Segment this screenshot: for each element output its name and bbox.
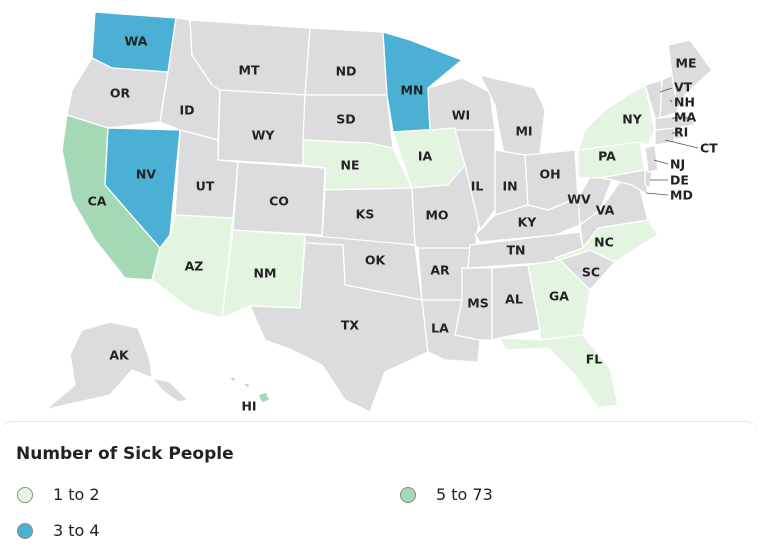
label-CT: CT: [700, 141, 718, 156]
state-NJ[interactable]: [644, 144, 659, 173]
label-MN: MN: [401, 83, 424, 98]
label-SD: SD: [336, 112, 355, 127]
label-IA: IA: [418, 149, 433, 164]
label-NC: NC: [594, 235, 614, 250]
state-DE[interactable]: [644, 169, 653, 189]
label-ME: ME: [676, 56, 697, 71]
label-VA: VA: [596, 203, 615, 218]
label-DE: DE: [670, 173, 689, 188]
leader-VT: [659, 87, 673, 93]
label-CO: CO: [269, 194, 289, 209]
legend-label: 5 to 73: [436, 485, 493, 504]
label-OR: OR: [110, 86, 131, 101]
state-MD[interactable]: [599, 169, 649, 196]
legend-item-5-to-73: 5 to 73: [400, 485, 493, 504]
label-CA: CA: [88, 194, 107, 209]
label-GA: GA: [549, 289, 569, 304]
label-OH: OH: [539, 167, 560, 182]
label-TN: TN: [507, 243, 526, 258]
state-NY[interactable]: [577, 84, 656, 151]
label-NH: NH: [674, 95, 695, 110]
state-MA[interactable]: [654, 114, 696, 131]
state-OR[interactable]: [66, 57, 169, 129]
state-ME[interactable]: [667, 39, 713, 111]
legend-title: Number of Sick People: [16, 444, 234, 464]
label-IL: IL: [471, 179, 484, 194]
state-HI[interactable]: [257, 391, 271, 404]
label-FL: FL: [586, 352, 603, 367]
label-NY: NY: [622, 112, 642, 127]
leader-NJ: [653, 159, 669, 165]
us-map: WA OR CA NV ID MT WY UT CO AZ NM ND SD N…: [44, 11, 719, 414]
legend-item-3-to-4: 3 to 4: [17, 521, 100, 540]
legend-swatch-high: [400, 486, 416, 503]
label-WI: WI: [452, 108, 470, 123]
label-KY: KY: [518, 215, 538, 230]
label-RI: RI: [674, 125, 688, 140]
label-ID: ID: [179, 103, 194, 118]
label-KS: KS: [356, 207, 375, 222]
label-NJ: NJ: [670, 157, 685, 172]
state-IL[interactable]: [454, 129, 496, 231]
legend-label: 3 to 4: [53, 521, 100, 540]
label-MA: MA: [674, 110, 696, 125]
label-AZ: AZ: [185, 259, 204, 274]
label-MI: MI: [515, 124, 532, 139]
label-HI: HI: [241, 399, 256, 414]
label-AR: AR: [430, 263, 450, 278]
label-WV: WV: [567, 192, 591, 207]
label-NM: NM: [254, 266, 277, 281]
label-WY: WY: [252, 128, 276, 143]
state-AK[interactable]: [44, 321, 153, 411]
label-MO: MO: [425, 208, 448, 223]
legend-swatch-mid: [17, 522, 33, 539]
label-WA: WA: [125, 34, 148, 49]
state-HI-islands: [227, 376, 251, 389]
label-NV: NV: [136, 167, 156, 182]
label-MT: MT: [239, 63, 260, 78]
state-AZ[interactable]: [151, 214, 234, 319]
label-MD: MD: [670, 188, 693, 203]
label-NE: NE: [340, 158, 359, 173]
state-RI[interactable]: [674, 127, 683, 141]
leader-NH: [669, 99, 673, 103]
state-AK-panhandle: [151, 377, 189, 403]
legend-card-edge: [0, 421, 759, 434]
label-IN: IN: [502, 179, 517, 194]
state-FL[interactable]: [499, 334, 619, 409]
label-ND: ND: [336, 64, 357, 79]
label-UT: UT: [196, 179, 215, 194]
state-CT[interactable]: [654, 127, 676, 146]
label-OK: OK: [365, 253, 387, 268]
state-TX[interactable]: [249, 242, 429, 413]
label-PA: PA: [598, 149, 616, 164]
legend-item-1-to-2: 1 to 2: [17, 485, 100, 504]
state-labels: WA OR CA NV ID MT WY UT CO AZ NM ND SD N…: [88, 34, 719, 414]
label-AK: AK: [109, 348, 130, 363]
legend-swatch-low: [17, 486, 33, 503]
label-SC: SC: [582, 265, 600, 280]
leader-MD: [645, 192, 669, 196]
label-AL: AL: [505, 292, 523, 307]
legend-label: 1 to 2: [53, 485, 100, 504]
label-TX: TX: [341, 318, 360, 333]
state-ND[interactable]: [304, 27, 388, 96]
state-AL[interactable]: [491, 264, 541, 341]
label-LA: LA: [431, 321, 449, 336]
leader-CT: [664, 139, 699, 149]
label-VT: VT: [674, 80, 693, 95]
label-MS: MS: [467, 296, 488, 311]
